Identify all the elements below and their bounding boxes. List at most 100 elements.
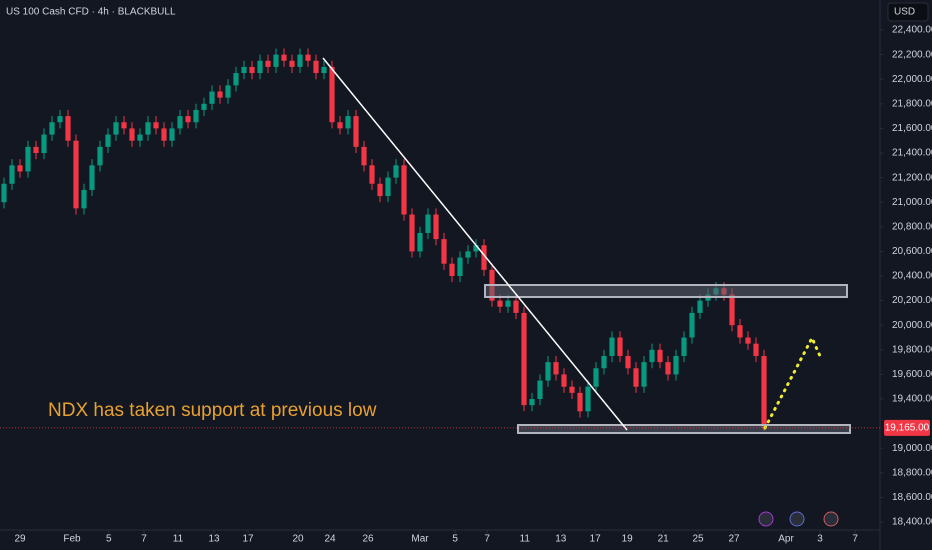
candle-body <box>737 325 743 338</box>
x-tick-label: 13 <box>208 534 220 545</box>
x-tick-label: 5 <box>452 534 458 545</box>
x-tick-label: 11 <box>173 534 184 545</box>
x-tick-label: 17 <box>590 534 602 545</box>
candle-body <box>73 140 79 209</box>
x-tick-label: 17 <box>242 534 254 545</box>
candle-body <box>753 343 759 356</box>
x-tick-label: 7 <box>484 534 490 545</box>
candle-body <box>145 122 151 135</box>
candle-body <box>537 380 543 400</box>
y-tick-label: 18,800.00 <box>892 467 932 478</box>
chart-title: US 100 Cash CFD · 4h · BLACKBULL <box>6 7 176 18</box>
currency[interactable]: USD <box>894 7 915 18</box>
annotation: NDX has taken support at previous low <box>48 400 377 421</box>
event-icon[interactable] <box>758 511 774 527</box>
y-tick-label: 21,800.00 <box>892 98 932 109</box>
candle-body <box>497 300 503 307</box>
candle-body <box>305 54 311 61</box>
event-icon[interactable] <box>789 511 805 527</box>
candle-body <box>257 60 263 74</box>
candle-body <box>657 349 663 363</box>
y-tick-label: 19,800.00 <box>892 344 932 355</box>
candle-body <box>233 73 239 86</box>
x-tick-label: 21 <box>658 534 670 545</box>
candle-body <box>481 245 487 270</box>
candle-body <box>409 214 415 252</box>
candle-body <box>225 85 231 98</box>
candle-body <box>521 312 527 406</box>
candle-body <box>289 60 295 67</box>
candle-body <box>577 392 583 412</box>
currency-box[interactable] <box>887 2 929 22</box>
x-tick-label: 20 <box>292 534 304 545</box>
candle-body <box>337 122 343 129</box>
candle-body <box>97 146 103 166</box>
candle-body <box>169 128 175 141</box>
candle-body <box>121 122 127 129</box>
candle-body <box>81 189 87 209</box>
candle-body <box>297 54 303 67</box>
candle-body <box>393 165 399 178</box>
y-tick-label: 21,200.00 <box>892 172 932 183</box>
candle-body <box>313 60 319 74</box>
candle-body <box>625 355 631 369</box>
x-tick-label: 25 <box>692 534 704 545</box>
candle-body <box>17 165 23 172</box>
candle-body <box>633 368 639 387</box>
candle-body <box>377 183 383 197</box>
candle-body <box>665 362 671 375</box>
candle-body <box>25 146 31 172</box>
candle-body <box>585 386 591 412</box>
candle-body <box>89 165 95 190</box>
candle-body <box>321 66 327 74</box>
y-tick-label: 22,000.00 <box>892 74 932 85</box>
y-tick-label: 21,400.00 <box>892 148 932 159</box>
candle-body <box>137 134 143 141</box>
x-tick-label: 19 <box>622 534 634 545</box>
candle-body <box>65 116 71 141</box>
candle-body <box>33 146 39 154</box>
candle-body <box>209 91 215 104</box>
candle-body <box>161 128 167 141</box>
candle-body <box>441 239 447 264</box>
y-tick-label: 20,000.00 <box>892 320 932 331</box>
event-icons <box>758 511 839 527</box>
event-icon[interactable] <box>823 511 839 527</box>
x-tick-label: 13 <box>555 534 567 545</box>
x-tick-label: Mar <box>411 534 429 545</box>
x-tick-label: 3 <box>817 534 823 545</box>
candle-body <box>593 368 599 387</box>
candle-body <box>401 165 407 215</box>
candle-body <box>385 177 391 197</box>
candle-body <box>505 300 511 307</box>
projection-path <box>763 334 822 430</box>
candle-body <box>41 134 47 154</box>
candle-body <box>609 337 615 356</box>
candle-body <box>369 165 375 184</box>
y-tick-label: 20,600.00 <box>892 246 932 257</box>
x-tick-label: 26 <box>362 534 374 545</box>
y-tick-label: 18,600.00 <box>892 492 932 503</box>
x-tick-label: 11 <box>520 534 531 545</box>
price-label: 19,165.00 <box>885 423 930 434</box>
resistance-zone <box>484 284 848 298</box>
x-tick-label: 5 <box>106 534 112 545</box>
candle-body <box>105 134 111 147</box>
candle-body <box>57 116 63 123</box>
candle-body <box>129 128 135 141</box>
candle-body <box>185 116 191 123</box>
candle-body <box>553 362 559 375</box>
candle-body <box>545 362 551 381</box>
candle-body <box>529 399 535 406</box>
candle-body <box>281 54 287 61</box>
candle-body <box>569 386 575 393</box>
candle-body <box>361 146 367 166</box>
candle-body <box>641 362 647 387</box>
candle-body <box>177 116 183 129</box>
candle-body <box>113 122 119 135</box>
candle-body <box>729 294 735 326</box>
candle-body <box>425 214 431 233</box>
y-tick-label: 19,000.00 <box>892 443 932 454</box>
price-label-box <box>884 419 930 436</box>
